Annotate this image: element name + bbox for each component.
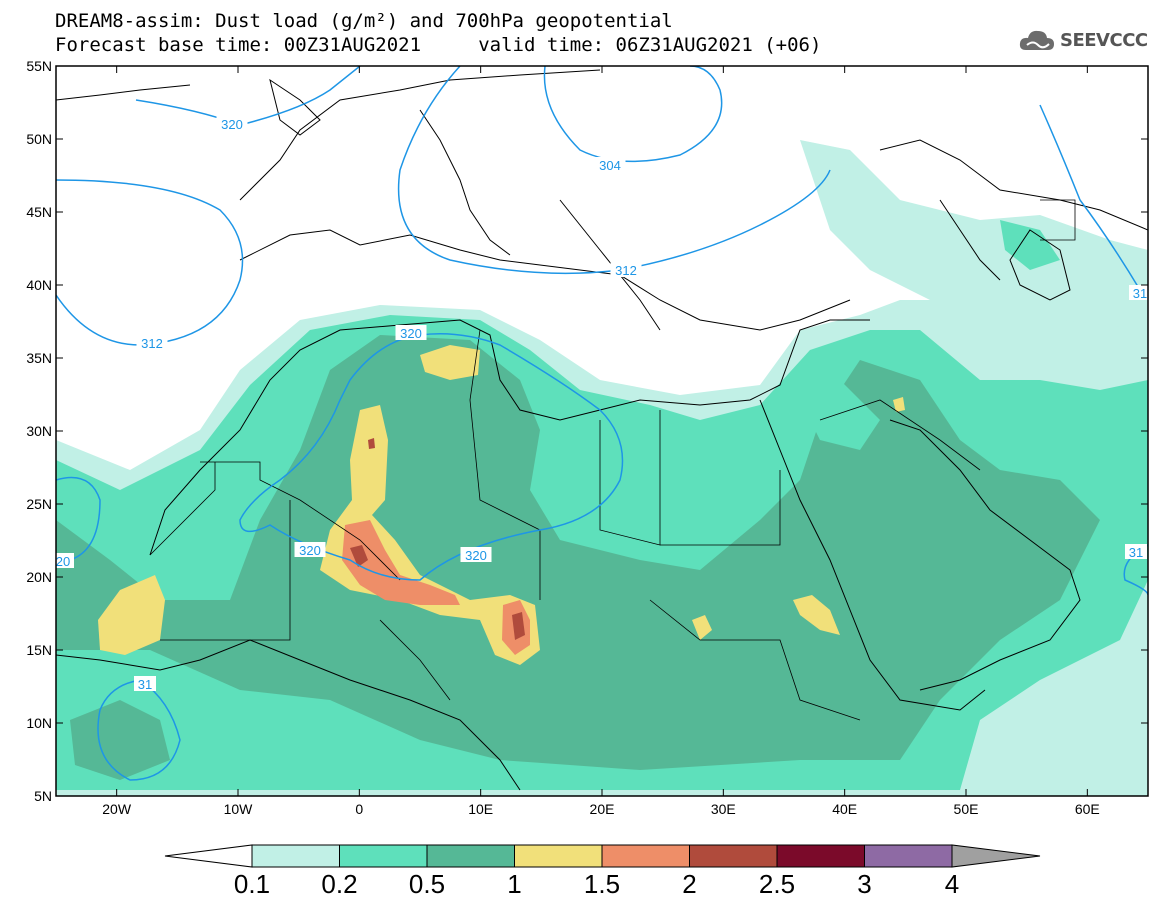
longitude-label: 10E — [468, 801, 493, 817]
dust-band-0.5 — [800, 380, 880, 450]
colorbar-threshold-label: 0.1 — [234, 869, 270, 899]
contour-label: 304 — [599, 158, 621, 173]
colorbar-over-triangle — [951, 844, 1041, 868]
contour-label-bg — [136, 335, 168, 350]
colorbar-threshold-label: 1 — [507, 869, 521, 899]
colorbar-segment — [689, 844, 778, 868]
chart-title-line1: DREAM8-assim: Dust load (g/m²) and 700hP… — [55, 10, 673, 32]
contour-label: 312 — [615, 263, 637, 278]
latitude-label: 15N — [26, 642, 52, 658]
contour-label-bg — [52, 553, 74, 568]
longitude-label: 40E — [832, 801, 857, 817]
colorbar-segment — [339, 844, 428, 868]
dust-band-1 — [793, 595, 840, 635]
dust-field — [56, 66, 1148, 796]
longitude-label: 60E — [1075, 801, 1100, 817]
contour-label: 31 — [1129, 545, 1143, 560]
seevccc-logo: SEEVCCC — [1018, 25, 1148, 55]
logo-text: SEEVCCC — [1060, 29, 1148, 51]
axis-ticks — [56, 65, 1148, 797]
latitude-label: 35N — [26, 350, 52, 366]
dust-band-0.1 — [800, 140, 1148, 330]
longitude-labels: 20W 10W 0 10E 20E 30E 40E 50E 60E — [102, 801, 1100, 817]
colorbar-segment — [864, 844, 953, 868]
contour-label: 31 — [138, 677, 152, 692]
colorbar — [164, 844, 1041, 868]
longitude-label: 0 — [355, 801, 363, 817]
colorbar-threshold-label: 0.2 — [321, 869, 357, 899]
dust-band-1 — [320, 405, 540, 665]
latitude-label: 40N — [26, 277, 52, 293]
contour-label-bg — [395, 325, 427, 340]
latitude-label: 55N — [26, 58, 52, 74]
dust-band-2 — [350, 545, 368, 567]
latitude-label: 10N — [26, 715, 52, 731]
longitude-label: 10W — [224, 801, 254, 817]
dust-band-0.2 — [1000, 220, 1060, 270]
contour-labels: 320 304 312 312 320 320 320 31 31 31 20 — [52, 116, 1151, 692]
contour-label: 320 — [299, 543, 321, 558]
dust-band-0.5 — [70, 700, 170, 780]
latitude-labels: 55N 50N 45N 40N 35N 30N 25N 20N 15N 10N 5N — [26, 58, 52, 804]
geopotential-contours — [56, 66, 1148, 781]
contour-label-bg — [294, 542, 326, 557]
contour-label-bg — [1129, 285, 1151, 300]
colorbar-threshold-label: 3 — [857, 869, 871, 899]
colorbar-segment — [251, 844, 340, 868]
contour-label: 31 — [1133, 286, 1147, 301]
longitude-label: 20E — [590, 801, 615, 817]
latitude-label: 5N — [34, 788, 52, 804]
contour-label: 20 — [56, 554, 70, 569]
contour-label: 320 — [465, 548, 487, 563]
colorbar-threshold-label: 1.5 — [584, 869, 620, 899]
longitude-label: 30E — [711, 801, 736, 817]
dust-band-1.5 — [342, 520, 460, 605]
dust-band-1 — [692, 615, 712, 640]
latitude-label: 25N — [26, 496, 52, 512]
contour-label: 320 — [400, 326, 422, 341]
contour-label: 320 — [221, 117, 243, 132]
dust-band-1 — [420, 345, 480, 380]
colorbar-labels: 0.1 0.2 0.5 1 1.5 2 2.5 3 4 — [234, 869, 959, 899]
contour-label: 312 — [141, 336, 163, 351]
latitude-label: 30N — [26, 423, 52, 439]
latitude-label: 50N — [26, 131, 52, 147]
colorbar-segment — [426, 844, 515, 868]
contour-label-bg — [1125, 544, 1147, 559]
dust-band-1 — [98, 575, 165, 655]
colorbar-under-triangle — [164, 844, 253, 868]
colorbar-threshold-label: 0.5 — [409, 869, 445, 899]
contour-label-bg — [134, 676, 156, 691]
latitude-label: 45N — [26, 204, 52, 220]
dust-band-2 — [512, 612, 525, 640]
longitude-label: 50E — [954, 801, 979, 817]
longitude-label: 20W — [102, 801, 132, 817]
colorbar-threshold-label: 2 — [682, 869, 696, 899]
coastlines — [56, 69, 1148, 791]
cloud-icon — [1019, 30, 1054, 50]
chart-title-line2: Forecast base time: 00Z31AUG2021 valid t… — [55, 34, 822, 56]
dust-band-1 — [893, 397, 905, 412]
colorbar-segment — [514, 844, 603, 868]
colorbar-threshold-label: 4 — [945, 869, 959, 899]
colorbar-segment — [601, 844, 690, 868]
latitude-label: 20N — [26, 569, 52, 585]
contour-label-bg — [460, 547, 492, 562]
colorbar-segment — [776, 844, 865, 868]
contour-label-bg — [610, 262, 642, 277]
contour-label-bg — [216, 116, 248, 131]
contour-label-bg — [594, 157, 626, 172]
dust-band-2 — [368, 438, 375, 449]
colorbar-threshold-label: 2.5 — [759, 869, 795, 899]
borders — [149, 199, 1076, 721]
